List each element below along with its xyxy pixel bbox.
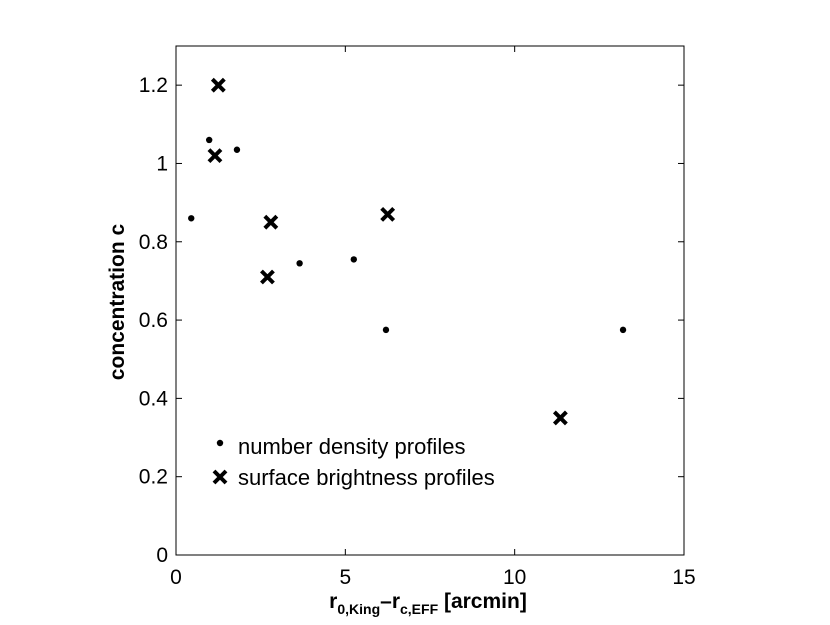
legend-entry-label: number density profiles [238,434,465,459]
data-point-x [263,214,279,230]
x-axis-label-mid: –r [380,590,400,613]
x-axis-label: r0,King–rc,EFF [arcmin] [329,590,527,617]
legend: number density profiles surface brightnes… [212,434,495,490]
x-axis-label-unit: [arcmin] [438,590,527,613]
data-point-dot [350,256,357,263]
y-tick-label: 0.6 [139,309,168,332]
y-tick-label: 0.8 [139,231,168,254]
data-point-dot [233,146,241,153]
data-point-x [207,148,223,164]
x-tick-label: 0 [170,566,182,589]
y-tick-label: 0.2 [139,466,168,489]
x-axis-label-main: r [329,590,337,613]
data-point-dot [205,136,213,144]
series-number-density [188,136,627,334]
data-marks [188,77,627,426]
data-point-x [210,77,226,93]
y-tick-label: 1.2 [139,74,168,97]
axes: 0 5 10 15 0 0.2 0.4 0.6 0.8 1 1.2 [139,46,696,589]
x-axis-label-sub1: 0,King [337,601,380,617]
legend-marker-dot [216,439,224,447]
x-tick-label: 5 [339,566,351,589]
data-point-x [260,269,275,285]
x-tick-label: 15 [672,566,695,589]
data-point-x [552,410,568,426]
data-point-dot [296,260,303,267]
data-point-dot [619,326,627,334]
legend-entry-label: surface brightness profiles [238,465,495,490]
data-point-dot [382,326,390,334]
plot-frame [175,45,685,556]
series-surface-brightness [207,77,568,426]
data-point-x [380,206,396,222]
legend-marker-x [212,469,228,485]
x-tick-label: 10 [503,566,526,589]
y-axis-label: concentration c [106,224,129,381]
y-tick-label: 0.4 [139,387,169,410]
plot-area [175,45,685,556]
data-point-dot [188,215,195,222]
y-tick-label: 1 [156,152,168,175]
y-tick-label: 0 [156,544,168,567]
x-axis-label-sub2: c,EFF [400,601,439,617]
